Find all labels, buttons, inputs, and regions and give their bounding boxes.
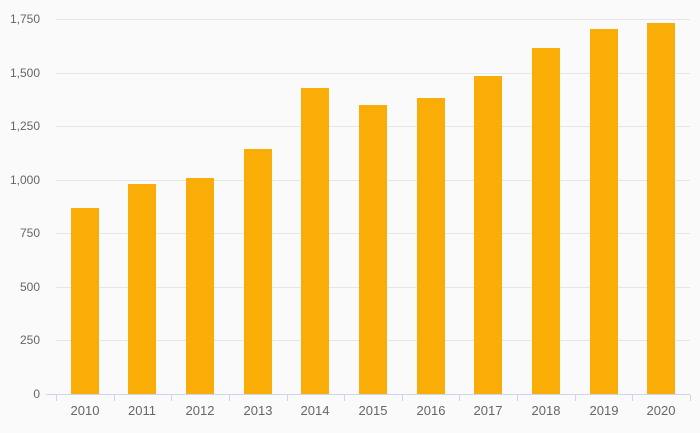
bar-2018[interactable] — [532, 48, 560, 394]
x-axis-tick-label: 2010 — [70, 403, 100, 418]
x-axis-tick — [575, 395, 576, 401]
bar-2015[interactable] — [359, 105, 387, 394]
bar-2016[interactable] — [417, 98, 445, 394]
y-axis-tick-label: 1,000 — [9, 173, 40, 187]
x-axis-tick-label: 2018 — [531, 403, 561, 418]
x-axis-tick — [690, 395, 691, 401]
x-axis-tick — [632, 395, 633, 401]
x-axis-tick-label: 2015 — [358, 403, 388, 418]
y-axis-tick-label: 1,250 — [9, 119, 40, 133]
x-axis-tick-label: 2016 — [416, 403, 446, 418]
bar-2012[interactable] — [186, 178, 214, 394]
bar-2011[interactable] — [128, 184, 156, 394]
bar-2020[interactable] — [647, 23, 675, 394]
gridline-1,750 — [56, 19, 690, 20]
y-axis-tick-label: 1,750 — [9, 12, 40, 26]
y-axis-tick-label: 750 — [19, 226, 40, 240]
x-axis-tick — [229, 395, 230, 401]
bar-2019[interactable] — [590, 29, 618, 394]
bar-2017[interactable] — [474, 76, 502, 394]
y-axis-tick-label: 0 — [33, 387, 40, 401]
x-axis-tick-label: 2014 — [300, 403, 330, 418]
x-axis-tick — [114, 395, 115, 401]
x-axis-line — [46, 394, 690, 395]
x-axis-tick — [402, 395, 403, 401]
bar-2014[interactable] — [301, 88, 329, 394]
x-axis-tick-label: 2019 — [589, 403, 619, 418]
bar-2013[interactable] — [244, 149, 272, 394]
x-axis-tick-label: 2011 — [128, 403, 156, 418]
x-axis-tick-label: 2020 — [646, 403, 676, 418]
x-axis-tick — [344, 395, 345, 401]
y-axis-tick-label: 1,500 — [9, 66, 40, 80]
y-axis-tick-label: 250 — [19, 333, 40, 347]
x-axis-tick — [459, 395, 460, 401]
x-axis-tick — [171, 395, 172, 401]
gridline-1,500 — [56, 73, 690, 74]
y-axis-tick-label: 500 — [19, 280, 40, 294]
x-axis-tick-label: 2013 — [243, 403, 273, 418]
x-axis-tick — [517, 395, 518, 401]
x-axis-tick-label: 2017 — [473, 403, 503, 418]
x-axis-tick — [56, 395, 57, 401]
x-axis-tick — [287, 395, 288, 401]
x-axis-tick-label: 2012 — [185, 403, 215, 418]
bar-2010[interactable] — [71, 208, 99, 394]
